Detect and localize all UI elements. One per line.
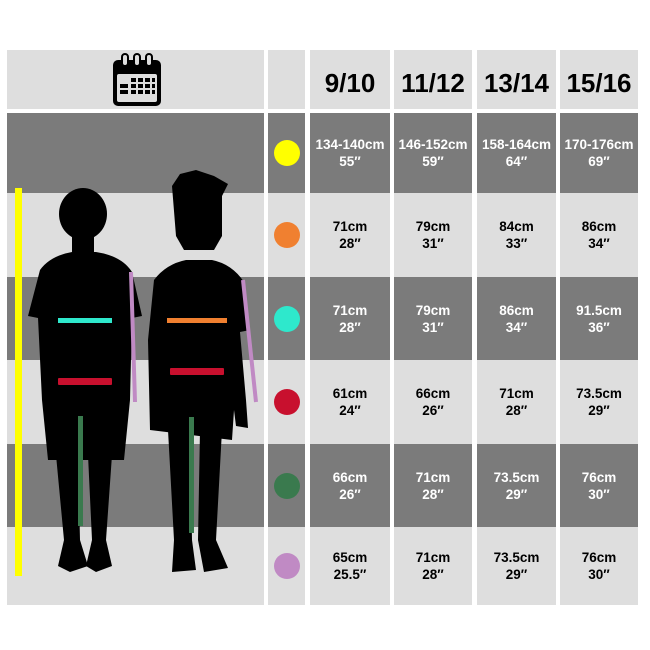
size-cell: 158-164cm 64″ — [477, 113, 556, 193]
value-cm: 79cm — [415, 219, 451, 234]
value-inches: 29″ — [588, 403, 610, 418]
size-cell: 76cm 30″ — [560, 527, 638, 605]
value-cm: 79cm — [415, 302, 451, 318]
value-inches: 31″ — [422, 319, 444, 335]
size-cell: 71cm 28″ — [477, 360, 556, 444]
girl-chest-line — [167, 318, 227, 323]
size-cell: 170-176cm 69″ — [560, 113, 638, 193]
size-cell: 91.5cm 36″ — [560, 277, 638, 360]
value-inches: 59″ — [422, 154, 444, 169]
size-cell: 146-152cm 59″ — [394, 113, 472, 193]
size-cell: 79cm 31″ — [394, 193, 472, 277]
header-icon-column — [268, 50, 305, 109]
row-band-left — [7, 113, 264, 193]
boy-waist-line — [58, 378, 112, 385]
girl-arm-line — [241, 279, 258, 403]
value-inches: 69″ — [588, 154, 610, 169]
size-cell: 71cm 28″ — [394, 444, 472, 527]
boy-chest-line — [58, 318, 112, 323]
value-cm: 71cm — [332, 302, 368, 318]
measure-key-dot — [274, 389, 300, 415]
size-cell: 79cm 31″ — [394, 277, 472, 360]
size-cell: 76cm 30″ — [560, 444, 638, 527]
size-cell: 71cm 28″ — [394, 527, 472, 605]
value-cm: 71cm — [415, 550, 451, 565]
value-cm: 66cm — [415, 386, 451, 401]
value-cm: 71cm — [415, 469, 451, 485]
value-inches: 34″ — [588, 236, 610, 251]
girl-waist-line — [170, 368, 224, 375]
value-cm: 73.5cm — [576, 386, 622, 401]
boy-inseam-line — [78, 416, 83, 526]
measure-key-dot — [274, 222, 300, 248]
value-cm: 73.5cm — [493, 469, 540, 485]
value-inches: 28″ — [422, 567, 444, 582]
value-inches: 31″ — [422, 236, 444, 251]
value-inches: 24″ — [339, 403, 361, 418]
value-cm: 84cm — [499, 219, 534, 234]
value-cm: 91.5cm — [576, 302, 622, 318]
value-cm: 76cm — [581, 550, 617, 565]
value-inches: 28″ — [505, 403, 528, 418]
size-cell: 73.5cm 29″ — [477, 527, 556, 605]
size-header-9-10: 9/10 — [310, 50, 390, 109]
value-inches: 30″ — [588, 486, 610, 502]
size-cell: 73.5cm 29″ — [477, 444, 556, 527]
boy-arm-line — [129, 271, 137, 403]
measure-key-dot — [274, 472, 300, 499]
size-cell: 86cm 34″ — [477, 277, 556, 360]
value-inches: 34″ — [505, 319, 528, 335]
value-inches: 29″ — [505, 486, 528, 502]
value-cm: 86cm — [499, 302, 534, 318]
value-cm: 71cm — [332, 219, 368, 234]
size-cell: 73.5cm 29″ — [560, 360, 638, 444]
measure-key-dot — [274, 305, 300, 332]
girl-inseam-line — [189, 417, 194, 533]
value-inches: 29″ — [505, 567, 528, 582]
size-header-15-16: 15/16 — [560, 50, 638, 109]
calendar-icon — [111, 52, 163, 108]
value-inches: 55″ — [339, 154, 361, 169]
size-cell: 84cm 33″ — [477, 193, 556, 277]
size-cell: 66cm 26″ — [310, 444, 390, 527]
value-inches: 28″ — [422, 486, 444, 502]
size-cell: 65cm 25.5″ — [310, 527, 390, 605]
size-cell: 134-140cm 55″ — [310, 113, 390, 193]
value-cm: 86cm — [581, 219, 617, 234]
size-header-11-12: 11/12 — [394, 50, 472, 109]
value-cm: 158-164cm — [481, 137, 552, 152]
measure-key-dot — [274, 553, 300, 579]
value-cm: 65cm — [332, 550, 368, 565]
value-inches: 26″ — [422, 403, 444, 418]
size-cell: 71cm 28″ — [310, 277, 390, 360]
value-inches: 36″ — [588, 319, 610, 335]
measure-key-dot — [274, 140, 300, 166]
value-cm: 170-176cm — [564, 137, 634, 152]
value-cm: 73.5cm — [493, 550, 540, 565]
value-cm: 76cm — [581, 469, 617, 485]
height-measure-line — [15, 188, 22, 576]
size-cell: 66cm 26″ — [394, 360, 472, 444]
boy-silhouette — [28, 188, 142, 572]
size-cell: 61cm 24″ — [310, 360, 390, 444]
value-inches: 33″ — [505, 236, 528, 251]
value-inches: 25.5″ — [333, 567, 367, 582]
size-header-13-14: 13/14 — [477, 50, 556, 109]
child-silhouettes — [0, 160, 264, 605]
girl-silhouette — [148, 170, 250, 572]
value-inches: 28″ — [339, 236, 361, 251]
value-inches: 28″ — [339, 319, 361, 335]
value-cm: 61cm — [332, 386, 368, 401]
value-inches: 64″ — [505, 154, 528, 169]
size-cell: 86cm 34″ — [560, 193, 638, 277]
value-cm: 66cm — [332, 469, 368, 485]
value-cm: 71cm — [499, 386, 534, 401]
value-cm: 146-152cm — [398, 137, 468, 152]
value-inches: 30″ — [588, 567, 610, 582]
value-cm: 134-140cm — [315, 137, 385, 152]
size-cell: 71cm 28″ — [310, 193, 390, 277]
value-inches: 26″ — [339, 486, 361, 502]
